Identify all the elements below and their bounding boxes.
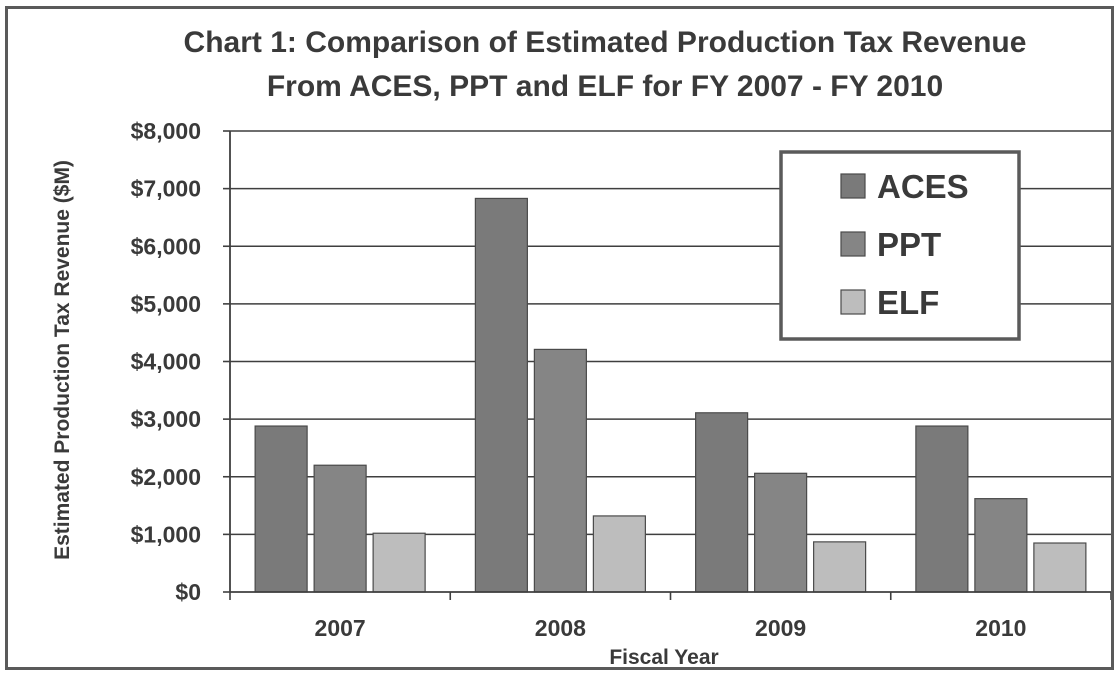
y-tick-label: $2,000 <box>131 464 201 490</box>
y-tick-label: $7,000 <box>131 176 201 202</box>
x-tick-label: 2010 <box>975 615 1026 641</box>
bar-aces-2007 <box>254 425 308 593</box>
bar-ppt-2010 <box>974 498 1028 593</box>
y-tick-labels: $0 $1,000 $2,000 $3,000 $4,000 $5,000 $6,000 $7… <box>131 118 201 605</box>
y-tick-label: $5,000 <box>131 291 201 317</box>
legend: ACES PPT ELF <box>779 150 1021 341</box>
chart-frame: Chart 1: Comparison of Estimated Product… <box>5 6 1114 670</box>
x-tick-labels: 2007 2008 2009 2010 <box>315 615 1027 641</box>
bars <box>254 197 1087 593</box>
y-tick-label: $0 <box>175 579 201 605</box>
y-tick-label: $8,000 <box>131 118 201 144</box>
chart-title: Chart 1: Comparison of Estimated Product… <box>184 26 1027 103</box>
bar-aces-2009 <box>695 412 749 593</box>
axes <box>223 130 1112 600</box>
chart-title-line-1: Chart 1: Comparison of Estimated Product… <box>184 26 1027 59</box>
legend-label-aces: ACES <box>877 168 969 205</box>
y-tick-label: $6,000 <box>131 233 201 259</box>
legend-label-ppt: PPT <box>877 226 941 263</box>
bar-ppt-2007 <box>313 464 367 593</box>
chart-title-line-2: From ACES, PPT and ELF for FY 2007 - FY … <box>267 70 943 103</box>
legend-label-elf: ELF <box>877 284 939 321</box>
legend-swatch-aces <box>840 173 866 199</box>
bar-ppt-2009 <box>754 472 808 593</box>
x-tick-label: 2008 <box>535 615 586 641</box>
bar-chart: Chart 1: Comparison of Estimated Product… <box>51 26 1112 669</box>
y-tick-label: $3,000 <box>131 406 201 432</box>
bar-ppt-2008 <box>533 348 587 593</box>
bar-elf-2009 <box>813 541 867 593</box>
legend-swatch-elf <box>840 289 866 315</box>
legend-swatch-ppt <box>840 231 866 257</box>
y-tick-label: $1,000 <box>131 521 201 547</box>
y-axis-title: Estimated Production Tax Revenue ($M) <box>51 160 74 560</box>
y-tick-label: $4,000 <box>131 349 201 375</box>
bar-elf-2008 <box>592 515 646 593</box>
x-tick-label: 2007 <box>315 615 366 641</box>
x-tick-label: 2009 <box>755 615 806 641</box>
bar-aces-2010 <box>915 425 969 593</box>
bar-aces-2008 <box>474 197 528 593</box>
x-axis-title: Fiscal Year <box>609 646 718 667</box>
legend-box <box>779 150 1021 341</box>
bar-elf-2010 <box>1033 542 1087 593</box>
gridlines <box>230 130 1111 536</box>
bar-elf-2007 <box>372 532 426 593</box>
